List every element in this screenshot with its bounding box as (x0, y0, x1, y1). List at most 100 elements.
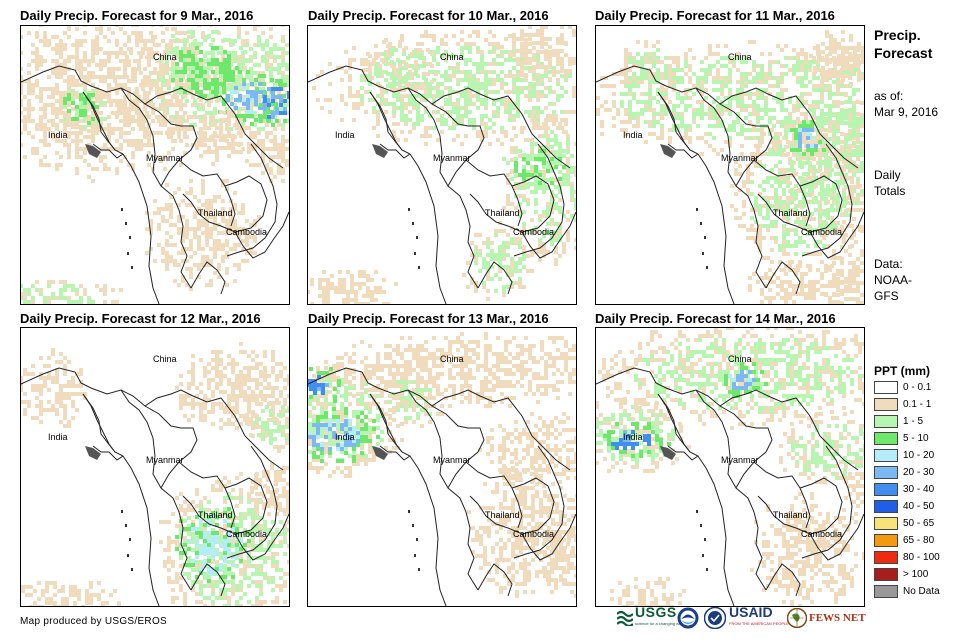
map-label-china: China (153, 52, 177, 62)
legend-item: 5 - 10 (874, 431, 929, 446)
legend-title: PPT (mm) (874, 364, 931, 378)
fewsnet-globe-icon (787, 608, 807, 628)
panel-title-5: Daily Precip. Forecast for 13 Mar., 2016 (308, 311, 549, 326)
map-label-india: India (623, 130, 643, 140)
legend-swatch (874, 398, 898, 411)
legend-label: 40 - 50 (903, 501, 935, 512)
legend-label: > 100 (903, 569, 929, 580)
map-label-myanmar: Myanmar (721, 455, 759, 465)
legend-label: 0 - 0.1 (903, 382, 932, 393)
sidebar-title-line1: Precip. (874, 27, 921, 43)
legend-item: 0 - 0.1 (874, 380, 931, 395)
legend-item: 30 - 40 (874, 482, 934, 497)
legend-swatch (874, 432, 898, 445)
map-label-myanmar: Myanmar (721, 153, 759, 163)
legend-label: 20 - 30 (903, 467, 935, 478)
legend-item: 1 - 5 (874, 414, 923, 429)
legend-label: 80 - 100 (903, 552, 940, 563)
precip-map (308, 26, 576, 304)
map-label-india: India (623, 432, 643, 442)
map-label-india: India (335, 130, 355, 140)
map-panel-4: China India Myanmar Thailand Cambodia (20, 327, 290, 607)
map-label-china: China (728, 52, 752, 62)
precip-map (21, 342, 289, 606)
totals-line1: Daily (874, 168, 901, 182)
legend-label: 0.1 - 1 (903, 399, 932, 410)
map-label-china: China (153, 354, 177, 364)
legend-label: 30 - 40 (903, 484, 935, 495)
totals-text: Daily Totals (874, 167, 905, 199)
map-panel-1: China India Myanmar Thailand Cambodia (20, 25, 290, 305)
legend-item: 80 - 100 (874, 550, 940, 565)
legend-swatch (874, 466, 898, 479)
map-panel-6: China India Myanmar Thailand Cambodia (595, 327, 865, 607)
data-source-text: Data: NOAA- GFS (874, 256, 912, 304)
data-source-line2: NOAA- (874, 273, 913, 287)
map-panel-2: China India Myanmar Thailand Cambodia (307, 25, 577, 305)
legend-swatch (874, 568, 898, 581)
legend-item: 10 - 20 (874, 448, 934, 463)
legend-item: 0.1 - 1 (874, 397, 931, 412)
map-label-india: India (48, 130, 68, 140)
usgs-tagline: science for a changing world (635, 621, 686, 626)
legend-label: No Data (903, 586, 940, 597)
map-label-myanmar: Myanmar (146, 455, 184, 465)
map-label-cambodia: Cambodia (226, 529, 268, 539)
map-label-cambodia: Cambodia (513, 227, 555, 237)
map-label-thailand: Thailand (485, 510, 520, 520)
legend-label: 65 - 80 (903, 535, 935, 546)
usaid-logo: USAID FROM THE AMERICAN PEOPLE (704, 604, 789, 630)
legend-item: No Data (874, 584, 940, 599)
fewsnet-logo: FEWS NET (787, 606, 866, 630)
precip-map (596, 30, 864, 304)
usaid-logo-text: USAID (729, 604, 773, 620)
map-label-india: India (335, 432, 355, 442)
legend-item: 20 - 30 (874, 465, 934, 480)
legend-swatch (874, 381, 898, 394)
sidebar-title: Precip. Forecast (874, 26, 932, 62)
legend-swatch (874, 483, 898, 496)
panel-title-1: Daily Precip. Forecast for 9 Mar., 2016 (20, 8, 254, 23)
fewsnet-logo-text: FEWS NET (809, 612, 866, 624)
legend-swatch (874, 449, 898, 462)
legend-item: > 100 (874, 567, 928, 582)
noaa-seal-icon (677, 607, 699, 629)
map-panel-5: China India Myanmar Thailand Cambodia (307, 327, 577, 607)
panel-title-2: Daily Precip. Forecast for 10 Mar., 2016 (308, 8, 549, 23)
panel-title-4: Daily Precip. Forecast for 12 Mar., 2016 (20, 311, 261, 326)
noaa-logo (677, 606, 699, 630)
precip-map (21, 26, 289, 304)
legend-item: 50 - 65 (874, 516, 934, 531)
data-source-line3: GFS (874, 289, 899, 303)
map-label-india: India (48, 432, 68, 442)
as-of-label: as of: (874, 89, 904, 103)
map-label-thailand: Thailand (773, 510, 808, 520)
map-label-thailand: Thailand (198, 208, 233, 218)
usaid-seal-icon (704, 607, 726, 629)
legend-label: 1 - 5 (903, 416, 924, 427)
map-label-myanmar: Myanmar (146, 153, 184, 163)
usgs-logo: USGS science for a changing world (617, 605, 686, 630)
usaid-tagline: FROM THE AMERICAN PEOPLE (729, 621, 789, 626)
legend-label: 10 - 20 (903, 450, 935, 461)
legend-swatch (874, 534, 898, 547)
map-panel-3: China India Myanmar Thailand Cambodia (595, 25, 865, 305)
map-label-china: China (728, 354, 752, 364)
legend-swatch (874, 415, 898, 428)
legend-label: 50 - 65 (903, 518, 935, 529)
map-label-cambodia: Cambodia (801, 227, 843, 237)
panel-title-3: Daily Precip. Forecast for 11 Mar., 2016 (595, 8, 835, 23)
as-of-text: as of: Mar 9, 2016 (874, 88, 938, 120)
panel-title-6: Daily Precip. Forecast for 14 Mar., 2016 (595, 311, 836, 326)
sidebar-title-line2: Forecast (874, 45, 933, 61)
usgs-wave-icon (617, 610, 633, 626)
map-label-thailand: Thailand (485, 208, 520, 218)
legend-swatch (874, 585, 898, 598)
map-label-myanmar: Myanmar (433, 153, 471, 163)
precip-map (308, 332, 576, 606)
legend-item: 40 - 50 (874, 499, 934, 514)
map-credit: Map produced by USGS/EROS (20, 616, 168, 627)
data-source-line1: Data: (874, 257, 903, 271)
map-label-china: China (440, 354, 464, 364)
legend-swatch (874, 551, 898, 564)
